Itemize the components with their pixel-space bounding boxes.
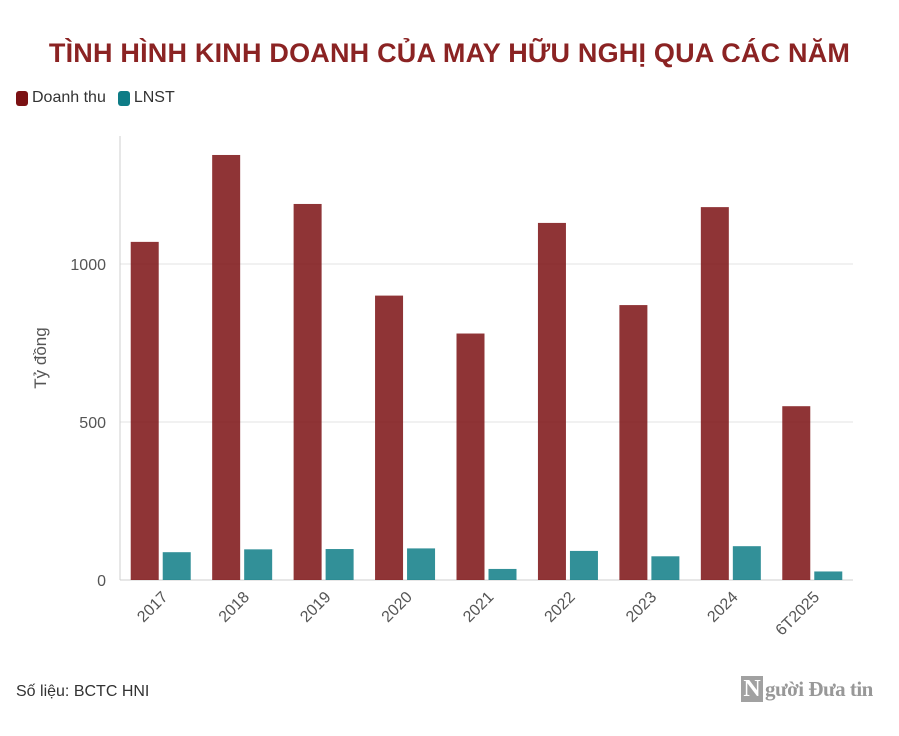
bar-doanh-thu bbox=[700, 207, 729, 580]
bar-lnst bbox=[651, 556, 680, 580]
x-tick-label: 2022 bbox=[542, 589, 579, 626]
y-tick-label: 1000 bbox=[70, 257, 106, 274]
bar-doanh-thu bbox=[293, 203, 322, 580]
chart-title: TÌNH HÌNH KINH DOANH CỦA MAY HỮU NGHỊ QU… bbox=[48, 38, 851, 68]
bar-doanh-thu bbox=[456, 333, 485, 580]
bar-lnst bbox=[814, 571, 843, 580]
bar-lnst bbox=[569, 550, 598, 580]
bar-lnst bbox=[325, 549, 354, 580]
bar-lnst bbox=[488, 568, 517, 580]
bar-doanh-thu bbox=[782, 406, 811, 580]
bar-lnst bbox=[732, 546, 761, 580]
legend-label-doanh-thu: Doanh thu bbox=[32, 89, 106, 106]
bar-lnst bbox=[244, 549, 273, 580]
x-tick-label: 2017 bbox=[134, 589, 171, 626]
x-tick-label: 2023 bbox=[623, 589, 660, 626]
y-axis-label: Tỷ đồng bbox=[31, 327, 50, 388]
bars bbox=[130, 154, 843, 581]
x-tick-label: 2021 bbox=[460, 589, 497, 626]
logo-letter: N bbox=[741, 676, 763, 702]
bar-doanh-thu bbox=[619, 305, 648, 580]
x-tick-label: 2019 bbox=[297, 589, 334, 626]
legend-label-lnst: LNST bbox=[133, 89, 175, 106]
grid-lines bbox=[120, 263, 853, 423]
bar-doanh-thu bbox=[212, 154, 241, 581]
x-tick-label: 6T2025 bbox=[773, 589, 823, 639]
y-tick-label: 500 bbox=[79, 415, 106, 432]
bar-doanh-thu bbox=[537, 222, 566, 581]
legend-swatch-doanh-thu bbox=[16, 90, 28, 106]
bar-doanh-thu bbox=[375, 295, 404, 580]
legend-item-lnst: LNST bbox=[117, 89, 175, 107]
logo-text: gười Đưa tin bbox=[765, 676, 873, 701]
x-tick-label: 2024 bbox=[704, 589, 741, 626]
publisher-logo: N gười Đưa tin bbox=[741, 676, 873, 702]
x-tick-label: 2018 bbox=[216, 589, 253, 626]
y-axis-ticks: 0 500 1000 bbox=[70, 257, 106, 590]
bar-lnst bbox=[162, 552, 191, 580]
x-tick-label: 2020 bbox=[379, 589, 416, 626]
y-tick-label: 0 bbox=[97, 573, 106, 590]
legend-item-doanh-thu: Doanh thu bbox=[16, 89, 106, 107]
source-note: Số liệu: BCTC HNI bbox=[16, 683, 150, 700]
chart-legend: Doanh thu LNST bbox=[16, 89, 187, 107]
bar-doanh-thu bbox=[130, 241, 159, 580]
legend-swatch-lnst bbox=[117, 90, 130, 106]
x-axis-ticks: 2017 2018 2019 2020 2021 2022 2023 2024 6T2025 bbox=[134, 589, 823, 639]
bar-lnst bbox=[407, 548, 436, 580]
